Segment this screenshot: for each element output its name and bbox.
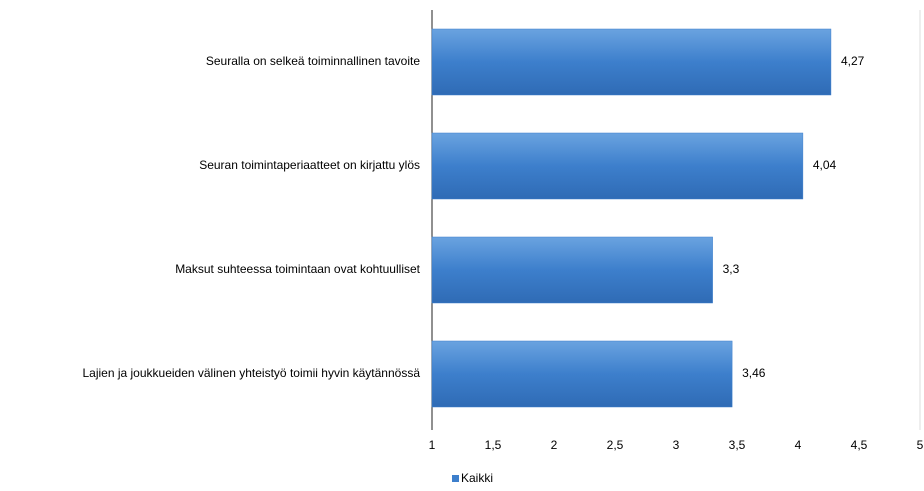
x-tick-label: 3,5	[729, 438, 746, 452]
x-tick-label: 2,5	[607, 438, 624, 452]
x-tick-label: 1,5	[485, 438, 502, 452]
x-tick-label: 5	[917, 438, 924, 452]
x-tick-label: 1	[429, 438, 436, 452]
bar	[431, 132, 804, 200]
bar	[431, 236, 713, 304]
x-tick-label: 4,5	[851, 438, 868, 452]
value-label: 3,3	[723, 262, 740, 276]
bar	[431, 28, 832, 96]
legend-label: Kaikki	[461, 471, 493, 485]
y-tick-label: Seuran toimintaperiaatteet on kirjattu y…	[199, 158, 420, 172]
legend-swatch	[452, 475, 459, 482]
bar	[431, 340, 733, 408]
y-tick-label: Maksut suhteessa toimintaan ovat kohtuul…	[175, 262, 420, 276]
value-label: 4,27	[841, 54, 865, 68]
x-tick-label: 2	[551, 438, 558, 452]
x-tick-label: 3	[673, 438, 680, 452]
value-label: 3,46	[742, 366, 766, 380]
y-tick-label: Lajien ja joukkueiden välinen yhteistyö …	[82, 366, 420, 380]
x-tick-label: 4	[795, 438, 802, 452]
y-tick-label: Seuralla on selkeä toiminnallinen tavoit…	[206, 54, 420, 68]
value-label: 4,04	[813, 158, 837, 172]
